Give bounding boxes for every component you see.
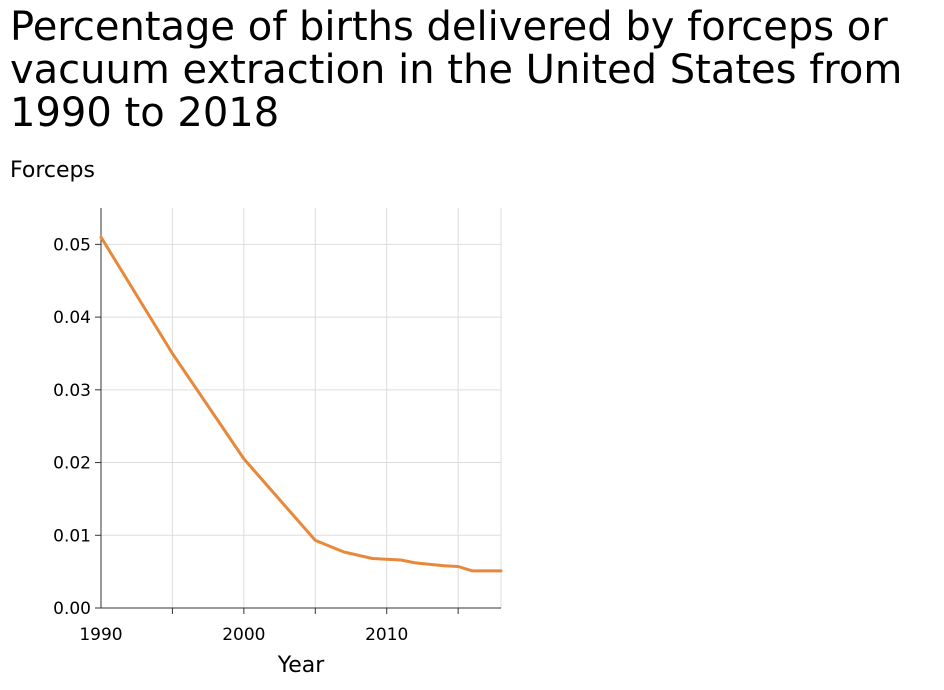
- chart-title: Percentage of births delivered by forcep…: [10, 4, 903, 136]
- axes: [100, 208, 501, 609]
- y-tick-label: 0.05: [53, 235, 91, 255]
- y-tick-label: 0.02: [53, 454, 91, 474]
- y-tick-label: 0.04: [53, 308, 91, 328]
- ticks: 0.00 0.01 0.02 0.03 0.04 0.05 1990 2000 2010: [53, 235, 459, 645]
- grid-lines: [101, 208, 502, 608]
- x-tick-label: 1990: [79, 625, 122, 645]
- y-tick-label: 0.00: [53, 599, 91, 619]
- x-tick-label: 2000: [222, 625, 265, 645]
- series: [99, 235, 503, 573]
- x-tick-label: 2010: [365, 625, 408, 645]
- x-axis-label: Year: [277, 653, 326, 678]
- series-line-forceps: [99, 235, 503, 573]
- y-tick-label: 0.03: [53, 381, 91, 401]
- y-axis-label: Forceps: [10, 158, 95, 183]
- y-tick-label: 0.01: [53, 526, 91, 546]
